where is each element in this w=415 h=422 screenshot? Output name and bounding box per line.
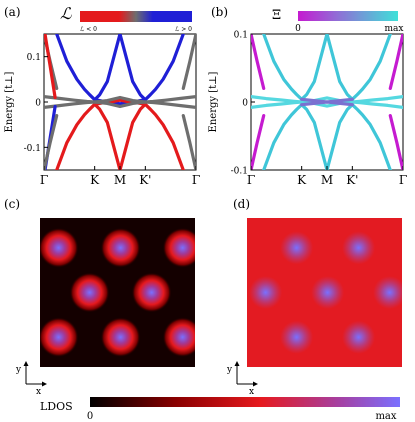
panel-c-y-arrowhead [23, 361, 29, 366]
panel-b-band-0 [262, 34, 392, 101]
panel-b-xtick-label-1: K [297, 173, 307, 187]
panel-a-legend-symbol: ℒ [60, 4, 72, 23]
panel-d-x-label: x [249, 387, 254, 397]
panel-a-ytick-label-1: 0 [35, 99, 41, 109]
panel-c-axes-indicator: y x [15, 361, 47, 397]
panel-b-band-5 [251, 113, 266, 170]
panel-b-legend-right: max [385, 24, 404, 34]
panel-c-ldos-spot-2 [162, 227, 195, 268]
panel-c-ldos-spot-0 [40, 227, 79, 268]
panel-d-ldos-spot-6 [336, 315, 381, 360]
panel-b-band-4 [251, 34, 266, 91]
panel-d-y-label: y [226, 365, 233, 375]
panel-b-band-1 [262, 103, 392, 170]
panel-d-x-arrowhead [253, 381, 258, 387]
panel-a-xtick-label-1: K [90, 173, 100, 187]
panel-a-frame [43, 33, 197, 171]
panel-d-label: (d) [233, 197, 250, 211]
panel-c-map [40, 218, 195, 367]
panel-d: (d) y x [226, 197, 402, 397]
panel-b-ytick-label-2: -0.1 [231, 167, 248, 177]
panel-a-ylabel: Energy [t⊥] [4, 71, 15, 132]
panel-d-ldos-spot-5 [274, 315, 319, 360]
panel-a-axes: 0.1 0 -0.1 Γ K M K' Γ [24, 53, 201, 187]
panel-c-y-label: y [15, 365, 22, 375]
ldos-label: LDOS [40, 400, 73, 413]
panel-b-axes: 0.10-0.1Γ K M K' Γ [231, 31, 408, 188]
panel-b-band-6 [388, 34, 403, 91]
panel-b: (b) Ξ 0 max 0.10-0.1Γ K M K' Γ Energy [t⊥] [208, 5, 407, 187]
panel-c-ldos-spot-1 [100, 227, 141, 268]
ldos-min-label: 0 [87, 411, 93, 422]
panel-b-bands [251, 34, 403, 170]
panel-b-xtick-label-4: Γ [399, 173, 407, 187]
panel-d-ldos-spot-1 [336, 225, 381, 270]
ldos-max-label: max [375, 411, 396, 422]
panel-b-band-9 [300, 100, 354, 107]
panel-a-ytick-label-2: -0.1 [24, 144, 41, 154]
panel-a-band-5 [44, 100, 196, 110]
panel-a-label: (a) [4, 5, 21, 19]
panel-a-xtick-label-2: M [114, 173, 126, 187]
panel-b-xtick-label-2: M [321, 173, 333, 187]
panel-d-axes-indicator: y x [226, 361, 258, 397]
panel-b-xtick-label-0: Γ [247, 173, 255, 187]
panel-c-label: (c) [4, 197, 20, 211]
panel-d-ldos-spot-4 [367, 270, 402, 315]
panel-b-band-3 [251, 100, 403, 110]
panel-a-ytick-label-0: 0.1 [27, 53, 41, 63]
panel-b-band-7 [388, 113, 403, 170]
panel-c-x-arrowhead [42, 381, 47, 387]
panel-b-band-2 [251, 94, 403, 104]
panel-d-ldos-spot-2 [247, 270, 288, 315]
panel-b-ylabel: Energy [t⊥] [208, 71, 219, 132]
panel-d-map [247, 218, 402, 367]
panel-a-colorbar [80, 11, 192, 22]
panel-b-ytick-label-0: 0.1 [234, 31, 248, 41]
panel-c-ldos-spot-6 [100, 317, 141, 358]
panel-c-ldos-spot-7 [162, 317, 195, 358]
panel-c: (c) y x [4, 197, 195, 397]
panel-b-xtick-label-3: K' [346, 173, 358, 187]
panel-b-label: (b) [211, 5, 228, 19]
panel-a: (a) ℒ ℒ < 0 ℒ > 0 0.1 0 -0.1 Γ K M K' Γ Energy … [4, 4, 200, 187]
panel-a-band-11 [181, 113, 196, 170]
panel-a-band-2 [55, 102, 185, 170]
panel-a-band-10 [181, 34, 196, 91]
panel-b-legend-symbol: Ξ [272, 8, 281, 23]
panel-b-ytick-label-1: 0 [242, 99, 248, 109]
panel-a-legend-left: ℒ < 0 [80, 26, 97, 33]
panel-d-ldos-spot-0 [274, 225, 319, 270]
panel-c-ldos-spot-4 [131, 272, 172, 313]
ldos-colorbar-group: LDOS 0 max [40, 397, 400, 422]
panel-a-legend-right: ℒ > 0 [175, 26, 192, 33]
panel-a-xtick-label-3: K' [139, 173, 151, 187]
panel-d-y-arrowhead [234, 361, 240, 366]
panel-a-band-4 [44, 94, 196, 104]
panel-c-x-label: x [36, 387, 41, 397]
panel-a-band-9 [44, 113, 59, 170]
panel-c-ldos-spot-5 [40, 317, 79, 358]
panel-b-colorbar [298, 11, 398, 21]
panel-b-legend-left: 0 [295, 24, 301, 34]
panel-a-xtick-label-4: Γ [192, 173, 200, 187]
ldos-colorbar [90, 397, 400, 407]
panel-a-band-0 [55, 34, 185, 102]
panel-a-bands [44, 34, 196, 170]
panel-a-band-7 [44, 34, 57, 100]
panel-c-ldos-spot-3 [69, 272, 110, 313]
panel-a-xtick-label-0: Γ [40, 173, 48, 187]
panel-d-ldos-spot-3 [305, 270, 350, 315]
